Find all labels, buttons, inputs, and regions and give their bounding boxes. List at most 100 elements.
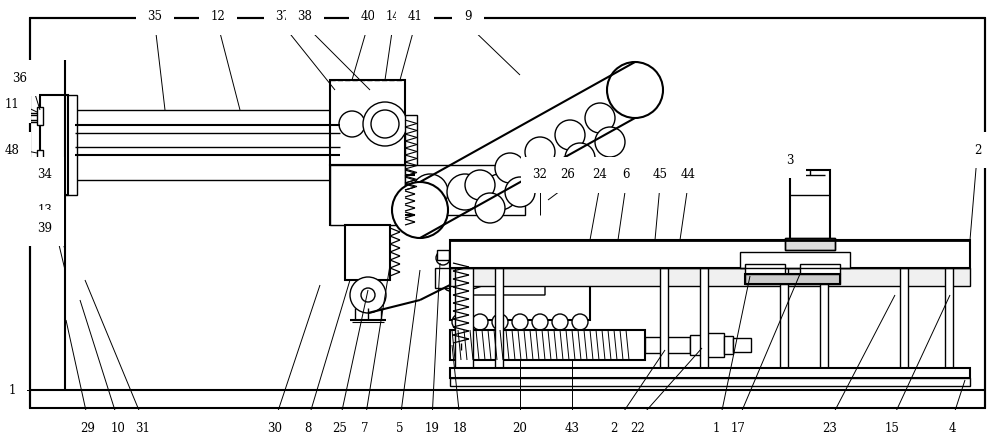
Bar [785,238,835,250]
Text: 9: 9 [464,10,472,23]
Text: 19: 19 [425,421,439,434]
Bar [724,336,733,354]
Text: 20: 20 [513,421,527,434]
Bar [660,268,668,373]
Bar [780,268,788,373]
Circle shape [572,314,588,330]
Circle shape [552,314,568,330]
Text: 35: 35 [148,10,162,23]
Text: 13: 13 [38,204,52,217]
Circle shape [371,110,399,138]
Bar [450,378,970,386]
Circle shape [412,174,448,210]
Circle shape [452,314,468,330]
Text: 26: 26 [561,168,575,181]
Bar [437,250,449,260]
Bar [700,268,708,373]
Text: 15: 15 [885,421,899,434]
Text: 44: 44 [680,168,696,181]
Text: 1: 1 [8,384,16,397]
Text: 17: 17 [731,421,745,434]
Bar [405,115,417,190]
Bar [37,150,43,168]
Bar [790,170,830,240]
Circle shape [339,111,365,137]
Text: 29: 29 [81,421,95,434]
Bar [702,333,724,357]
Text: 37: 37 [276,10,290,23]
Circle shape [482,174,518,210]
Circle shape [607,62,663,118]
Circle shape [532,314,548,330]
Bar [900,268,908,373]
Bar [740,252,850,268]
Text: 30: 30 [268,421,283,434]
Bar [345,225,390,280]
Text: 21: 21 [611,421,625,434]
Circle shape [363,102,407,146]
Circle shape [512,314,528,330]
Text: 8: 8 [304,421,312,434]
Text: 41: 41 [408,10,422,23]
Text: 38: 38 [298,10,312,23]
Bar [733,338,751,352]
Bar [745,274,840,284]
Bar [75,110,340,180]
Bar [30,18,985,408]
Circle shape [505,177,535,207]
Bar [37,107,43,125]
Circle shape [444,279,456,291]
Bar [945,268,953,373]
Bar [745,274,840,284]
Bar [495,268,503,373]
Circle shape [361,288,375,302]
Circle shape [535,160,565,190]
Circle shape [475,193,505,223]
Text: 3: 3 [786,154,794,167]
Text: 14: 14 [386,10,400,23]
Text: 31: 31 [136,421,150,434]
Text: 43: 43 [564,421,580,434]
Text: 6: 6 [622,168,630,181]
Circle shape [495,153,525,183]
Text: 22: 22 [631,421,645,434]
Text: 45: 45 [652,168,668,181]
Text: 34: 34 [38,168,52,181]
Text: 48: 48 [5,144,19,157]
Text: 7: 7 [361,421,369,434]
Text: 11: 11 [5,99,19,112]
Circle shape [585,103,615,133]
Text: 10: 10 [111,421,125,434]
Bar [745,264,785,274]
Bar [450,260,590,320]
Bar [65,95,77,195]
Bar [450,368,970,378]
Bar [458,250,476,262]
Bar [40,95,68,195]
Bar [785,238,835,250]
Bar [330,165,405,225]
Bar [330,80,405,165]
Bar [645,337,690,353]
Bar [405,165,525,215]
Text: 16: 16 [713,421,727,434]
Text: 4: 4 [948,421,956,434]
Text: 2: 2 [974,144,982,157]
Text: 12: 12 [211,10,225,23]
Text: 32: 32 [533,168,547,181]
Bar [690,335,702,355]
Text: 25: 25 [333,421,347,434]
Circle shape [565,143,595,173]
Circle shape [392,182,448,238]
Circle shape [525,137,555,167]
Bar [450,258,590,266]
Text: 5: 5 [396,421,404,434]
Circle shape [555,120,585,150]
Text: 40: 40 [360,10,376,23]
Text: 23: 23 [823,421,837,434]
Text: 24: 24 [593,168,607,181]
Bar [800,264,840,274]
Bar [820,268,828,373]
Bar [450,268,970,286]
Bar [450,330,645,360]
